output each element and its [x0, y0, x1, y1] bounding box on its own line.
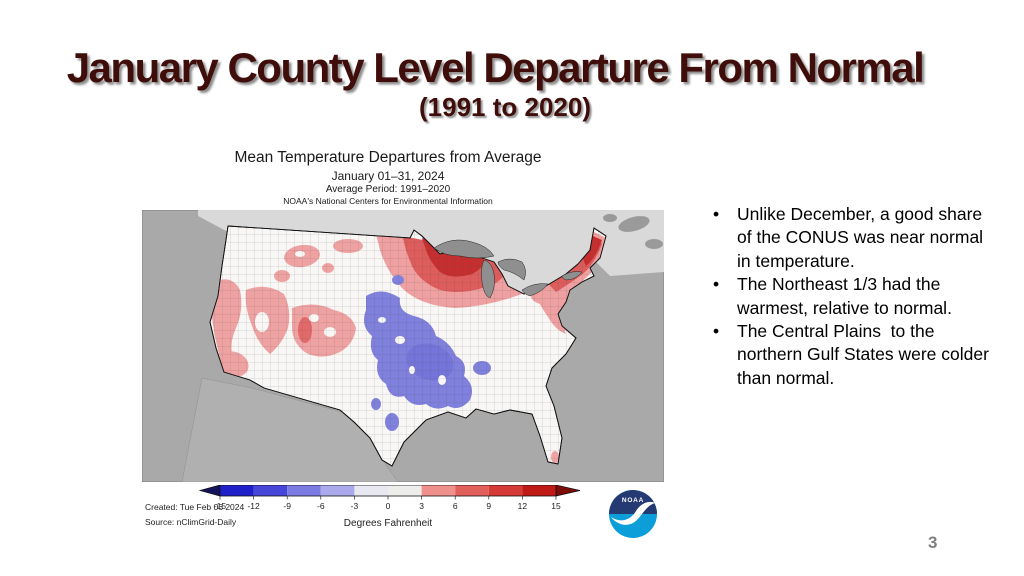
noaa-logo: NOAA	[608, 489, 658, 539]
colorbar-segment	[421, 485, 456, 496]
colorbar-tick-label: 12	[518, 501, 528, 511]
colorbar-ticks: -15 -12 -9 -6 -3 0 3 6 9 12 15	[214, 496, 561, 511]
colorbar-segment	[522, 485, 556, 496]
slide-subtitle: (1991 to 2020)	[419, 92, 591, 122]
colorbar-segment	[488, 485, 523, 496]
colorbar-tick-label: 9	[486, 501, 491, 511]
figure-source-note: Source: nClimGrid-Daily	[145, 517, 237, 527]
colorbar-tick-label: 6	[453, 501, 458, 511]
conus-coastline	[209, 225, 607, 467]
colorbar-segments	[220, 485, 556, 496]
figure-title: Mean Temperature Departures from Average	[234, 149, 542, 166]
bullet-item: The Northeast 1/3 had the warmest, relat…	[710, 273, 992, 320]
colorbar-tick-label: -12	[247, 501, 260, 511]
colorbar-segment	[287, 485, 321, 496]
lake-huron	[497, 258, 526, 281]
slide-title: January County Level Departure From Norm…	[66, 44, 925, 91]
noaa-seagull-icon	[611, 501, 655, 525]
bullet-list: Unlike December, a good share of the CON…	[710, 203, 992, 390]
colorbar-segment	[253, 485, 288, 496]
colorbar-segment	[220, 485, 254, 496]
figure-date-range: January 01–31, 2024	[331, 169, 445, 183]
maritime-islands	[603, 214, 663, 249]
colorbar-segment	[320, 485, 355, 496]
lake-ontario	[561, 271, 583, 281]
us-county-departure-map	[141, 209, 665, 483]
colorbar-tick-label: -3	[351, 501, 359, 511]
figure-organization: NOAA's National Centers for Environmenta…	[283, 196, 493, 206]
figure-created-note: Created: Tue Feb 06 2024	[145, 502, 245, 512]
colorbar-units-label: Degrees Fahrenheit	[343, 518, 433, 529]
colorbar-segment	[455, 485, 489, 496]
lake-michigan	[481, 259, 495, 299]
map-svg	[141, 209, 665, 483]
bullet-item: The Central Plains to the northern Gulf …	[710, 320, 992, 390]
noaa-logo-text: NOAA	[622, 497, 644, 504]
great-lakes	[433, 239, 583, 299]
colorbar-tick-label: 0	[386, 501, 391, 511]
lake-superior	[433, 239, 495, 259]
noaa-logo-svg: NOAA	[609, 490, 657, 538]
bullet-item: Unlike December, a good share of the CON…	[710, 203, 992, 273]
colorbar-tick-label: -9	[283, 501, 291, 511]
colorbar-tick-label: 3	[419, 501, 424, 511]
colorbar-tick-label: 15	[551, 501, 561, 511]
colorbar-over-arrow	[555, 484, 581, 497]
colorbar-tick-label: -6	[317, 501, 325, 511]
colorbar-under-arrow	[198, 484, 221, 497]
colorbar-svg: -15 -12 -9 -6 -3 0 3 6 9 12 15	[198, 484, 581, 511]
colorbar-segment	[388, 485, 422, 496]
lake-erie	[521, 283, 549, 297]
colorbar-tick-label: -15	[214, 501, 227, 511]
temperature-colorbar: -15 -12 -9 -6 -3 0 3 6 9 12 15	[198, 484, 582, 519]
colorbar-segment	[354, 485, 388, 496]
page-number: 3	[928, 533, 938, 552]
figure-average-period: Average Period: 1991–2020	[325, 184, 451, 195]
